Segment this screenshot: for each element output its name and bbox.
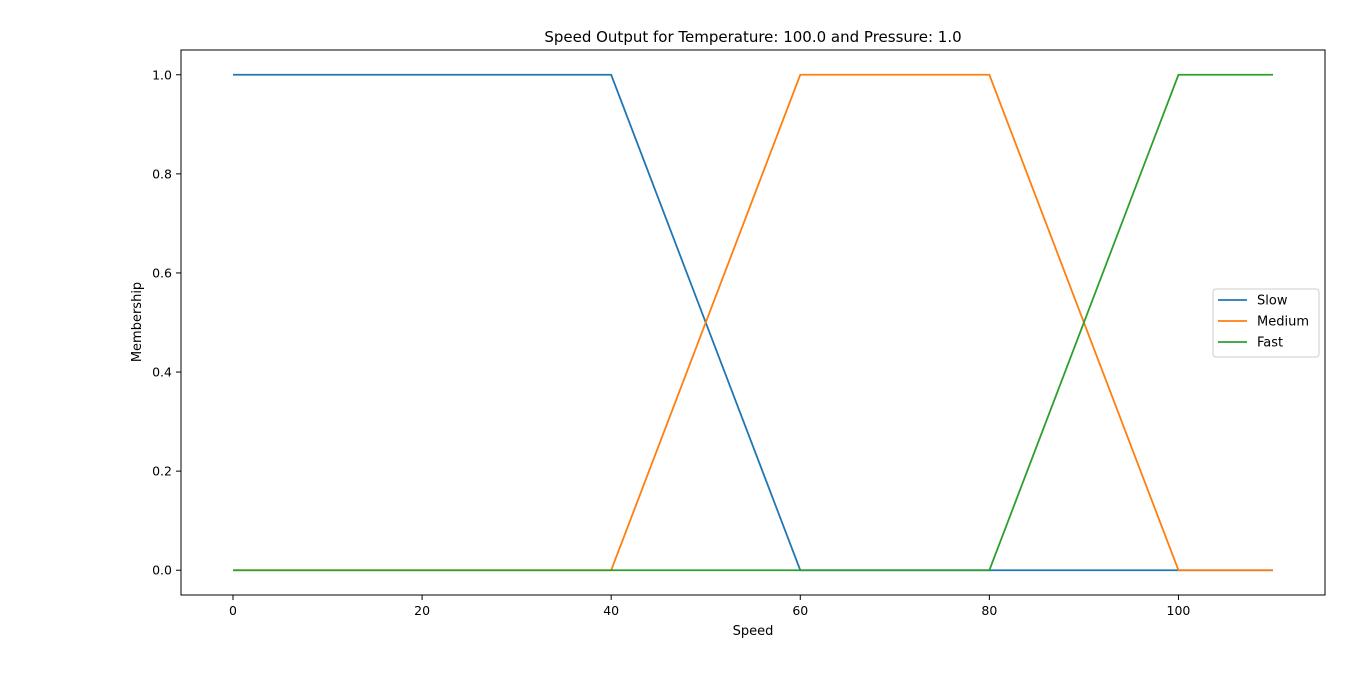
plot-area xyxy=(180,49,1326,596)
plot-frame xyxy=(180,49,1326,596)
y-tick-label: 1.0 xyxy=(152,67,172,82)
legend-box xyxy=(1212,288,1320,358)
y-tick-label: 0.2 xyxy=(152,464,172,479)
series-lines xyxy=(233,73,1273,572)
y-tick-label: 0.4 xyxy=(152,365,172,380)
legend-label: Fast xyxy=(1257,336,1283,351)
y-axis-label: Membership xyxy=(130,282,145,362)
x-tick-label: 0 xyxy=(229,603,237,618)
x-tick-label: 80 xyxy=(981,603,997,618)
x-tick-label: 100 xyxy=(1167,603,1191,618)
x-tick-label: 20 xyxy=(414,603,430,618)
legend-label: Slow xyxy=(1257,294,1288,309)
chart-title: Speed Output for Temperature: 100.0 and … xyxy=(544,28,961,46)
series-line-medium xyxy=(233,73,1273,572)
y-axis-ticks: 0.0 0.2 0.4 0.6 0.8 1.0 xyxy=(152,67,181,578)
x-axis-ticks: 0 20 40 60 80 100 xyxy=(229,595,1190,618)
legend-label: Medium xyxy=(1257,315,1309,330)
series-line-slow xyxy=(233,73,1273,572)
y-tick-label: 0.6 xyxy=(152,265,172,280)
series-line-fast xyxy=(233,73,1273,572)
x-tick-label: 60 xyxy=(792,603,808,618)
x-axis-label: Speed xyxy=(733,624,774,639)
legend: Slow Medium Fast xyxy=(1212,288,1320,358)
x-tick-label: 40 xyxy=(603,603,619,618)
y-tick-label: 0.8 xyxy=(152,166,172,181)
y-tick-label: 0.0 xyxy=(152,563,172,578)
